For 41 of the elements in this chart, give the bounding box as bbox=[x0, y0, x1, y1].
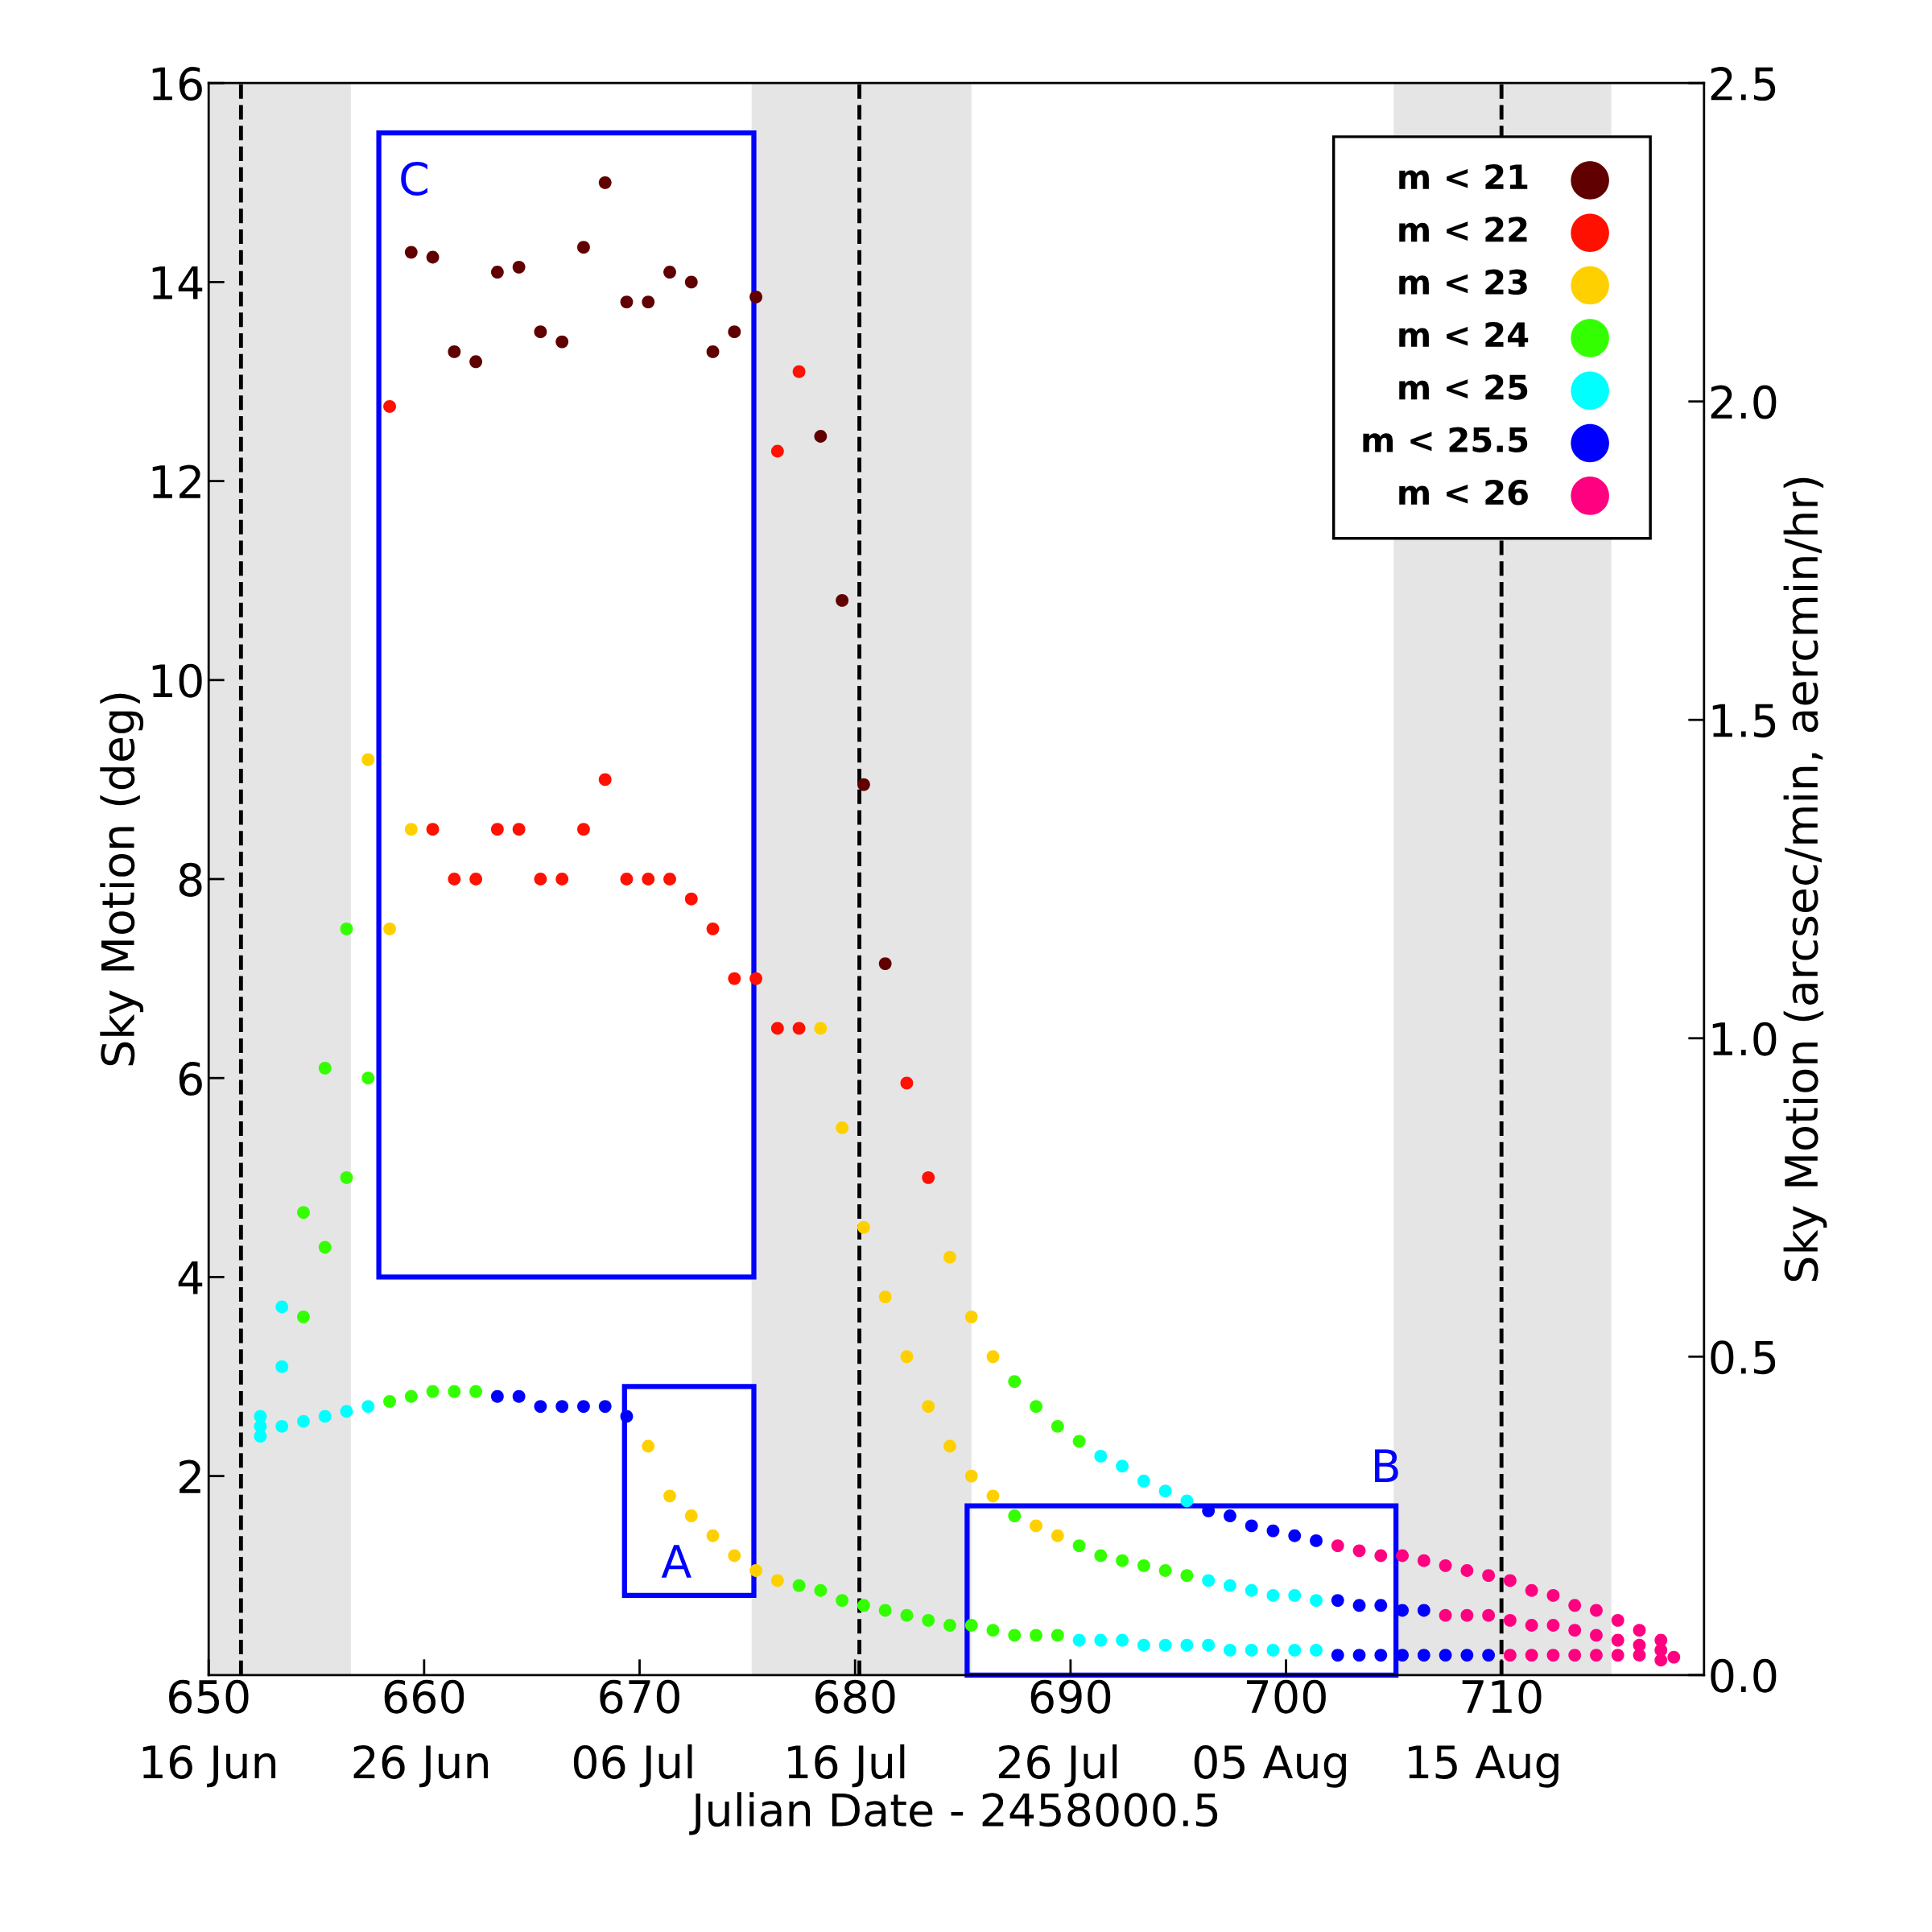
annotation: C bbox=[401, 161, 427, 196]
legend-label: m < 25.5 bbox=[1363, 427, 1528, 453]
legend-label: m < 22 bbox=[1399, 217, 1527, 242]
legend-label: m < 25 bbox=[1399, 374, 1528, 400]
legend-label: m < 24 bbox=[1399, 321, 1529, 347]
x-tick-label: 650 bbox=[169, 1679, 249, 1714]
y2-tick-label: 1.0 bbox=[1712, 1022, 1777, 1056]
x2-tick-label: 16 Jul bbox=[788, 1744, 905, 1788]
y-tick-label: 2 bbox=[180, 1459, 200, 1493]
y2-tick-label: 1.5 bbox=[1712, 704, 1776, 738]
x-tick-label: 710 bbox=[1462, 1679, 1542, 1714]
annotation: A bbox=[661, 1545, 691, 1578]
y2-tick-label: 2.5 bbox=[1711, 67, 1776, 101]
x-tick-label: 660 bbox=[384, 1679, 464, 1714]
x2-tick-label: 26 Jul bbox=[999, 1744, 1117, 1788]
y-tick-label: 4 bbox=[178, 1261, 203, 1294]
y-axis-title: Sky Motion (deg) bbox=[100, 693, 144, 1066]
x2-tick-label: 26 Jun bbox=[353, 1744, 488, 1788]
y2-tick-label: 0.0 bbox=[1711, 1658, 1777, 1693]
legend-label: m < 23 bbox=[1399, 269, 1527, 295]
y-tick-label: 14 bbox=[152, 266, 203, 299]
x-tick-label: 690 bbox=[1030, 1679, 1111, 1714]
y2-axis-title: Sky Motion (arcsec/min, aercmin/hr) bbox=[1783, 477, 1827, 1282]
y-tick-label: 12 bbox=[152, 464, 200, 498]
annotation: B bbox=[1375, 1449, 1398, 1483]
x2-tick-label: 05 Aug bbox=[1194, 1744, 1346, 1788]
x2-tick-label: 15 Aug bbox=[1409, 1745, 1558, 1788]
y-tick-label: 8 bbox=[179, 862, 202, 897]
x-axis-title: Julian Date - 2458000.5 bbox=[689, 1792, 1218, 1835]
y-tick-label: 6 bbox=[179, 1062, 202, 1096]
x-tick-label: 670 bbox=[600, 1679, 679, 1714]
legend-label: m < 21 bbox=[1399, 163, 1528, 189]
x2-tick-label: 16 Jun bbox=[142, 1744, 276, 1788]
legend-label: m < 26 bbox=[1399, 479, 1528, 506]
x-tick-label: 680 bbox=[815, 1679, 895, 1714]
y-tick-label: 10 bbox=[152, 663, 202, 698]
y2-tick-label: 0.5 bbox=[1711, 1340, 1776, 1375]
x2-tick-label: 06 Jul bbox=[573, 1744, 692, 1788]
x-tick-label: 700 bbox=[1247, 1679, 1326, 1714]
y-tick-label: 16 bbox=[152, 67, 202, 101]
y2-tick-label: 2.0 bbox=[1711, 385, 1777, 419]
